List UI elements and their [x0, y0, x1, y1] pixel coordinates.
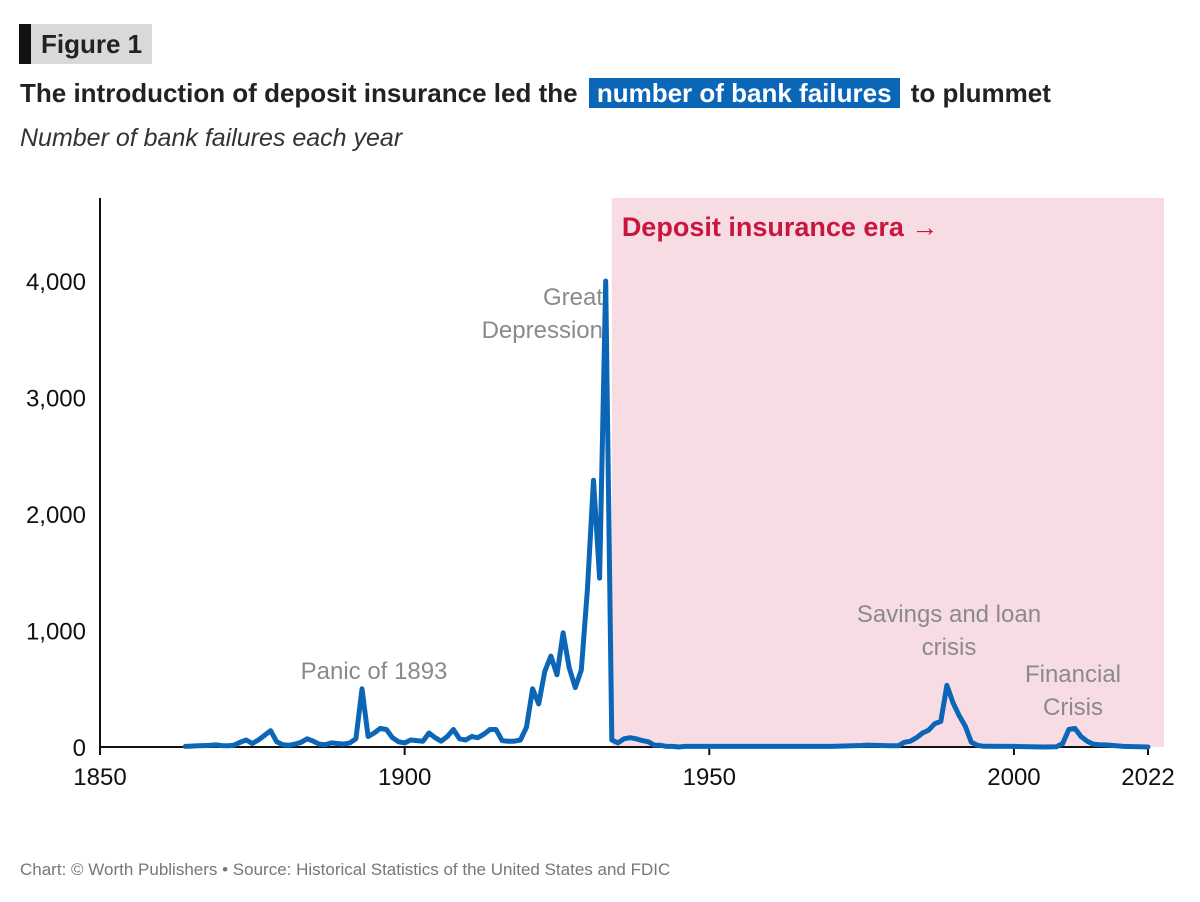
- annotation-label: Panic of 1893: [301, 658, 448, 685]
- x-tick-label: 2000: [987, 764, 1040, 791]
- title-highlight: number of bank failures: [588, 78, 900, 108]
- chart-title: The introduction of deposit insurance le…: [20, 74, 1051, 112]
- figure-label-bar: [19, 24, 31, 64]
- annotation-label: Great Depression: [482, 284, 604, 344]
- source-footer: Chart: © Worth Publishers • Source: Hist…: [20, 860, 671, 879]
- x-tick-label: 1900: [378, 764, 431, 791]
- y-tick-label: 4,000: [26, 269, 86, 296]
- deposit-insurance-shade: [611, 198, 1164, 747]
- annotation-label: Financial Crisis: [1025, 661, 1121, 721]
- annotation-label: Savings and loan crisis: [857, 601, 1041, 661]
- y-tick-label: 0: [73, 735, 86, 762]
- x-tick-label: 1950: [683, 764, 736, 791]
- figure-label: Figure 1: [19, 24, 153, 64]
- bank-failures-line: [182, 278, 1151, 750]
- x-tick-label: 2022: [1121, 764, 1174, 791]
- title-after: to plummet: [910, 78, 1051, 108]
- x-tick-label: 1850: [73, 764, 126, 791]
- deposit-insurance-era-label: Deposit insurance era →: [622, 212, 939, 242]
- title-before: The introduction of deposit insurance le…: [20, 78, 578, 108]
- chart-subtitle: Number of bank failures each year: [20, 124, 403, 152]
- y-tick-label: 2,000: [26, 502, 86, 529]
- y-tick-label: 3,000: [26, 386, 86, 413]
- figure-label-text: Figure 1: [31, 24, 153, 64]
- y-tick-label: 1,000: [26, 619, 86, 646]
